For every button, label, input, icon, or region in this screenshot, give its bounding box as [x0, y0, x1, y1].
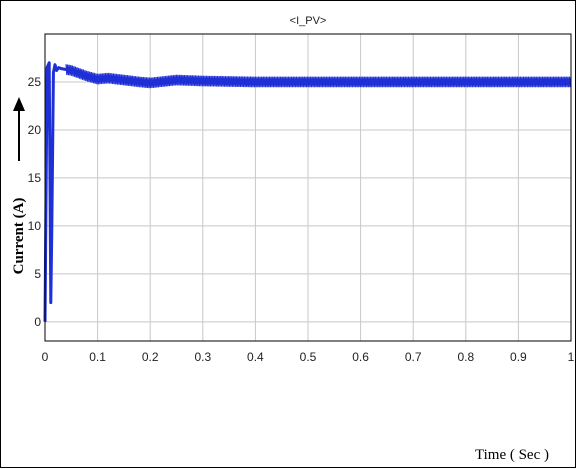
x-tick-label: 0.4: [247, 350, 264, 364]
x-tick-label: 0.6: [352, 350, 369, 364]
x-tick-label: 0.3: [194, 350, 211, 364]
x-tick-label: 0.5: [300, 350, 317, 364]
y-axis-label-group: Current (A): [11, 97, 27, 274]
x-tick-label: 0.8: [457, 350, 474, 364]
y-tick-label: 0: [34, 315, 41, 329]
series-layer: [43, 61, 572, 322]
x-tick-label: 0.2: [142, 350, 159, 364]
y-tick-label: 15: [28, 171, 42, 185]
axes-box: [44, 33, 572, 342]
x-tick-label: 0.7: [405, 350, 422, 364]
y-tick-label: 5: [34, 267, 41, 281]
y-axis-label: Current (A): [11, 198, 27, 275]
series-ripple: [65, 64, 572, 89]
x-tick-label: 0.1: [89, 350, 106, 364]
y-tick-label: 25: [28, 75, 42, 89]
chart-title: <I_PV>: [290, 15, 327, 27]
y-tick-label: 10: [28, 219, 42, 233]
arrowhead-icon: [13, 97, 25, 111]
x-tick-label: 0: [42, 350, 49, 364]
x-tick-label: 1: [568, 350, 575, 364]
x-axis-label: Time ( Sec ): [475, 447, 549, 463]
y-tick-label: 20: [28, 123, 42, 137]
x-tick-label: 0.9: [510, 350, 527, 364]
